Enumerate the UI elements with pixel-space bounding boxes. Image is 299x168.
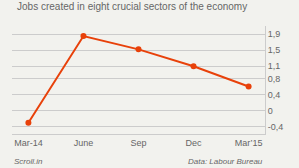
svg-text:1,9: 1,9 — [268, 29, 281, 39]
svg-text:Sep: Sep — [130, 138, 146, 148]
svg-text:-0,4: -0,4 — [268, 122, 284, 132]
svg-text:0,4: 0,4 — [268, 90, 281, 100]
svg-text:Mar-14: Mar-14 — [14, 138, 43, 148]
svg-text:1,5: 1,5 — [268, 45, 281, 55]
svg-text:0: 0 — [268, 106, 273, 116]
svg-text:Data: Labour Bureau: Data: Labour Bureau — [188, 157, 263, 166]
svg-text:Dec: Dec — [186, 138, 203, 148]
svg-text:Scroll.in: Scroll.in — [14, 157, 43, 166]
svg-text:Mar’15: Mar’15 — [235, 138, 263, 148]
svg-text:1,1: 1,1 — [268, 61, 281, 71]
svg-text:June: June — [74, 138, 94, 148]
svg-text:Jobs created in eight crucial: Jobs created in eight crucial sectors of… — [17, 1, 247, 12]
svg-text:0,8: 0,8 — [268, 74, 281, 84]
